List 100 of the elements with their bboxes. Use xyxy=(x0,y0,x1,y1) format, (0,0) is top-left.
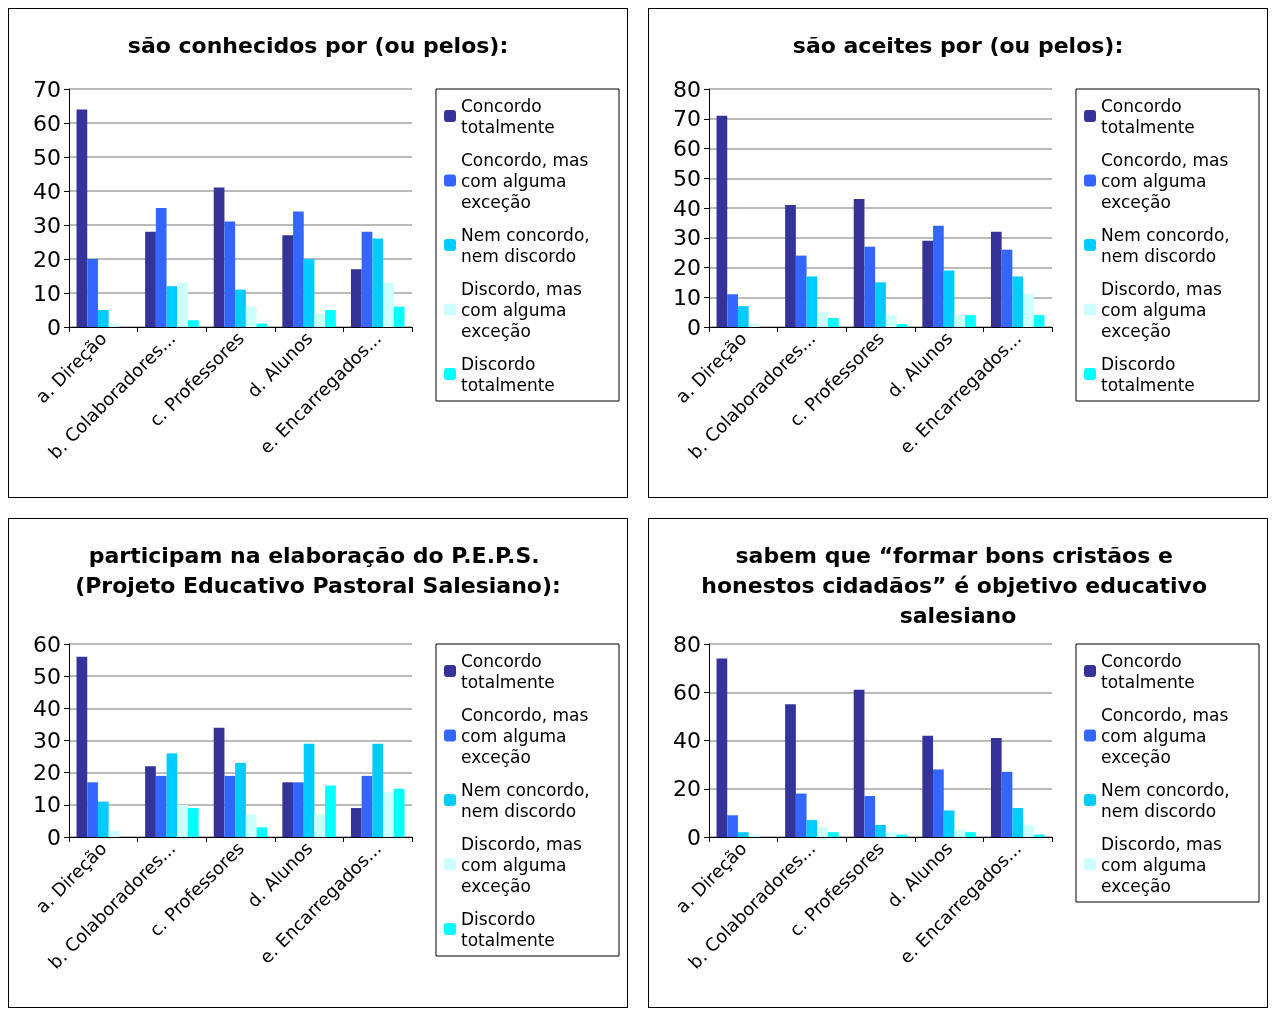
y-tick-label: 10 xyxy=(33,280,61,306)
bar xyxy=(896,324,908,327)
bar xyxy=(314,814,326,837)
bar xyxy=(827,318,839,327)
bar xyxy=(245,814,257,837)
legend-label: Concordo totalmente xyxy=(461,650,555,692)
bar xyxy=(97,310,109,327)
legend-label: Discordo totalmente xyxy=(461,908,555,950)
bar xyxy=(922,240,934,327)
bar xyxy=(943,270,955,327)
bar xyxy=(383,791,394,837)
y-tick-label: 70 xyxy=(33,76,61,102)
y-tick-label: 40 xyxy=(673,195,701,221)
y-tick-label: 40 xyxy=(673,728,701,753)
bar xyxy=(1001,771,1013,837)
bar xyxy=(853,689,865,837)
bar xyxy=(933,225,944,327)
bar xyxy=(1012,276,1024,327)
bar xyxy=(727,294,738,327)
y-tick-label: 70 xyxy=(673,106,701,132)
y-tick-label: 50 xyxy=(673,165,701,191)
legend-label: Concordo, mas com alguma exceção xyxy=(1101,704,1234,767)
bar xyxy=(1033,315,1045,327)
bar xyxy=(187,320,199,327)
bar xyxy=(990,738,1002,837)
y-tick-label: 50 xyxy=(33,663,61,689)
bar xyxy=(885,832,897,837)
bar xyxy=(817,312,828,327)
bar xyxy=(372,238,384,327)
legend-label: Discordo, mas com alguma exceção xyxy=(1101,833,1228,896)
bar xyxy=(1023,294,1034,327)
bar xyxy=(187,808,199,837)
legend-label: Discordo, mas com alguma exceção xyxy=(461,278,588,341)
y-tick-label: 60 xyxy=(673,136,701,161)
bar xyxy=(785,704,796,837)
bar xyxy=(213,727,225,837)
bar xyxy=(806,820,818,837)
bar xyxy=(875,282,886,327)
bar xyxy=(716,115,728,327)
legend-label: Nem concordo, nem discordo xyxy=(461,224,596,266)
legend-label: Discordo totalmente xyxy=(461,353,555,395)
bar xyxy=(1001,249,1013,327)
bar xyxy=(256,827,268,837)
bar xyxy=(76,109,88,327)
bar xyxy=(965,832,976,837)
bar xyxy=(853,199,865,327)
bar xyxy=(965,315,976,327)
legend-label: Concordo totalmente xyxy=(1101,650,1195,692)
bar xyxy=(245,306,257,327)
bar xyxy=(97,801,109,837)
bar xyxy=(748,324,760,327)
y-tick-label: 20 xyxy=(673,255,701,280)
y-tick-label: 40 xyxy=(33,695,61,721)
chart-title: participam na elaboração do P.E.P.S. (Projeto Educativo Pastoral Salesiano): xyxy=(75,542,561,598)
y-tick-label: 30 xyxy=(673,225,701,251)
chart-title: sabem que “formar bons cristãos e honestos cidadãos” é objetivo educativo salesiano xyxy=(701,542,1215,628)
bar xyxy=(795,255,807,327)
bar xyxy=(716,658,728,837)
bar xyxy=(1023,824,1034,837)
legend-label: Nem concordo, nem discordo xyxy=(1101,224,1236,266)
y-tick-label: 40 xyxy=(33,178,61,204)
y-tick-label: 0 xyxy=(687,824,701,850)
bar xyxy=(166,286,178,327)
bar xyxy=(827,832,839,837)
bar xyxy=(1012,808,1024,837)
chart-title: são aceites por (ou pelos): xyxy=(792,32,1124,58)
bar xyxy=(224,221,236,327)
y-tick-label: 30 xyxy=(33,212,61,238)
bar xyxy=(235,763,246,837)
y-tick-label: 60 xyxy=(33,110,61,136)
bar xyxy=(87,782,98,837)
bar xyxy=(177,282,188,327)
bar xyxy=(864,246,876,327)
bar xyxy=(864,795,876,837)
bar xyxy=(293,211,304,327)
bar xyxy=(737,832,749,837)
legend-label: Concordo, mas com alguma exceção xyxy=(461,149,594,212)
legend-label: Nem concordo, nem discordo xyxy=(1101,779,1236,821)
bar xyxy=(350,808,362,837)
y-tick-label: 0 xyxy=(47,824,61,850)
bar xyxy=(393,306,405,327)
legend-label: Concordo totalmente xyxy=(1101,95,1195,137)
bar xyxy=(155,208,167,327)
y-tick-label: 50 xyxy=(33,144,61,170)
y-tick-label: 30 xyxy=(33,728,61,753)
bar xyxy=(954,829,966,837)
y-tick-label: 60 xyxy=(673,679,701,705)
legend-label: Concordo, mas com alguma exceção xyxy=(1101,149,1234,212)
bar xyxy=(350,269,362,327)
bar xyxy=(361,231,373,327)
bar xyxy=(943,810,955,837)
bar xyxy=(875,824,886,837)
legend-label: Discordo, mas com alguma exceção xyxy=(461,833,588,896)
bar xyxy=(235,289,246,327)
bar xyxy=(314,313,326,327)
bar xyxy=(806,276,818,327)
bar xyxy=(361,775,373,837)
y-tick-label: 20 xyxy=(33,246,61,272)
y-tick-label: 0 xyxy=(687,314,701,340)
bar xyxy=(145,766,156,837)
